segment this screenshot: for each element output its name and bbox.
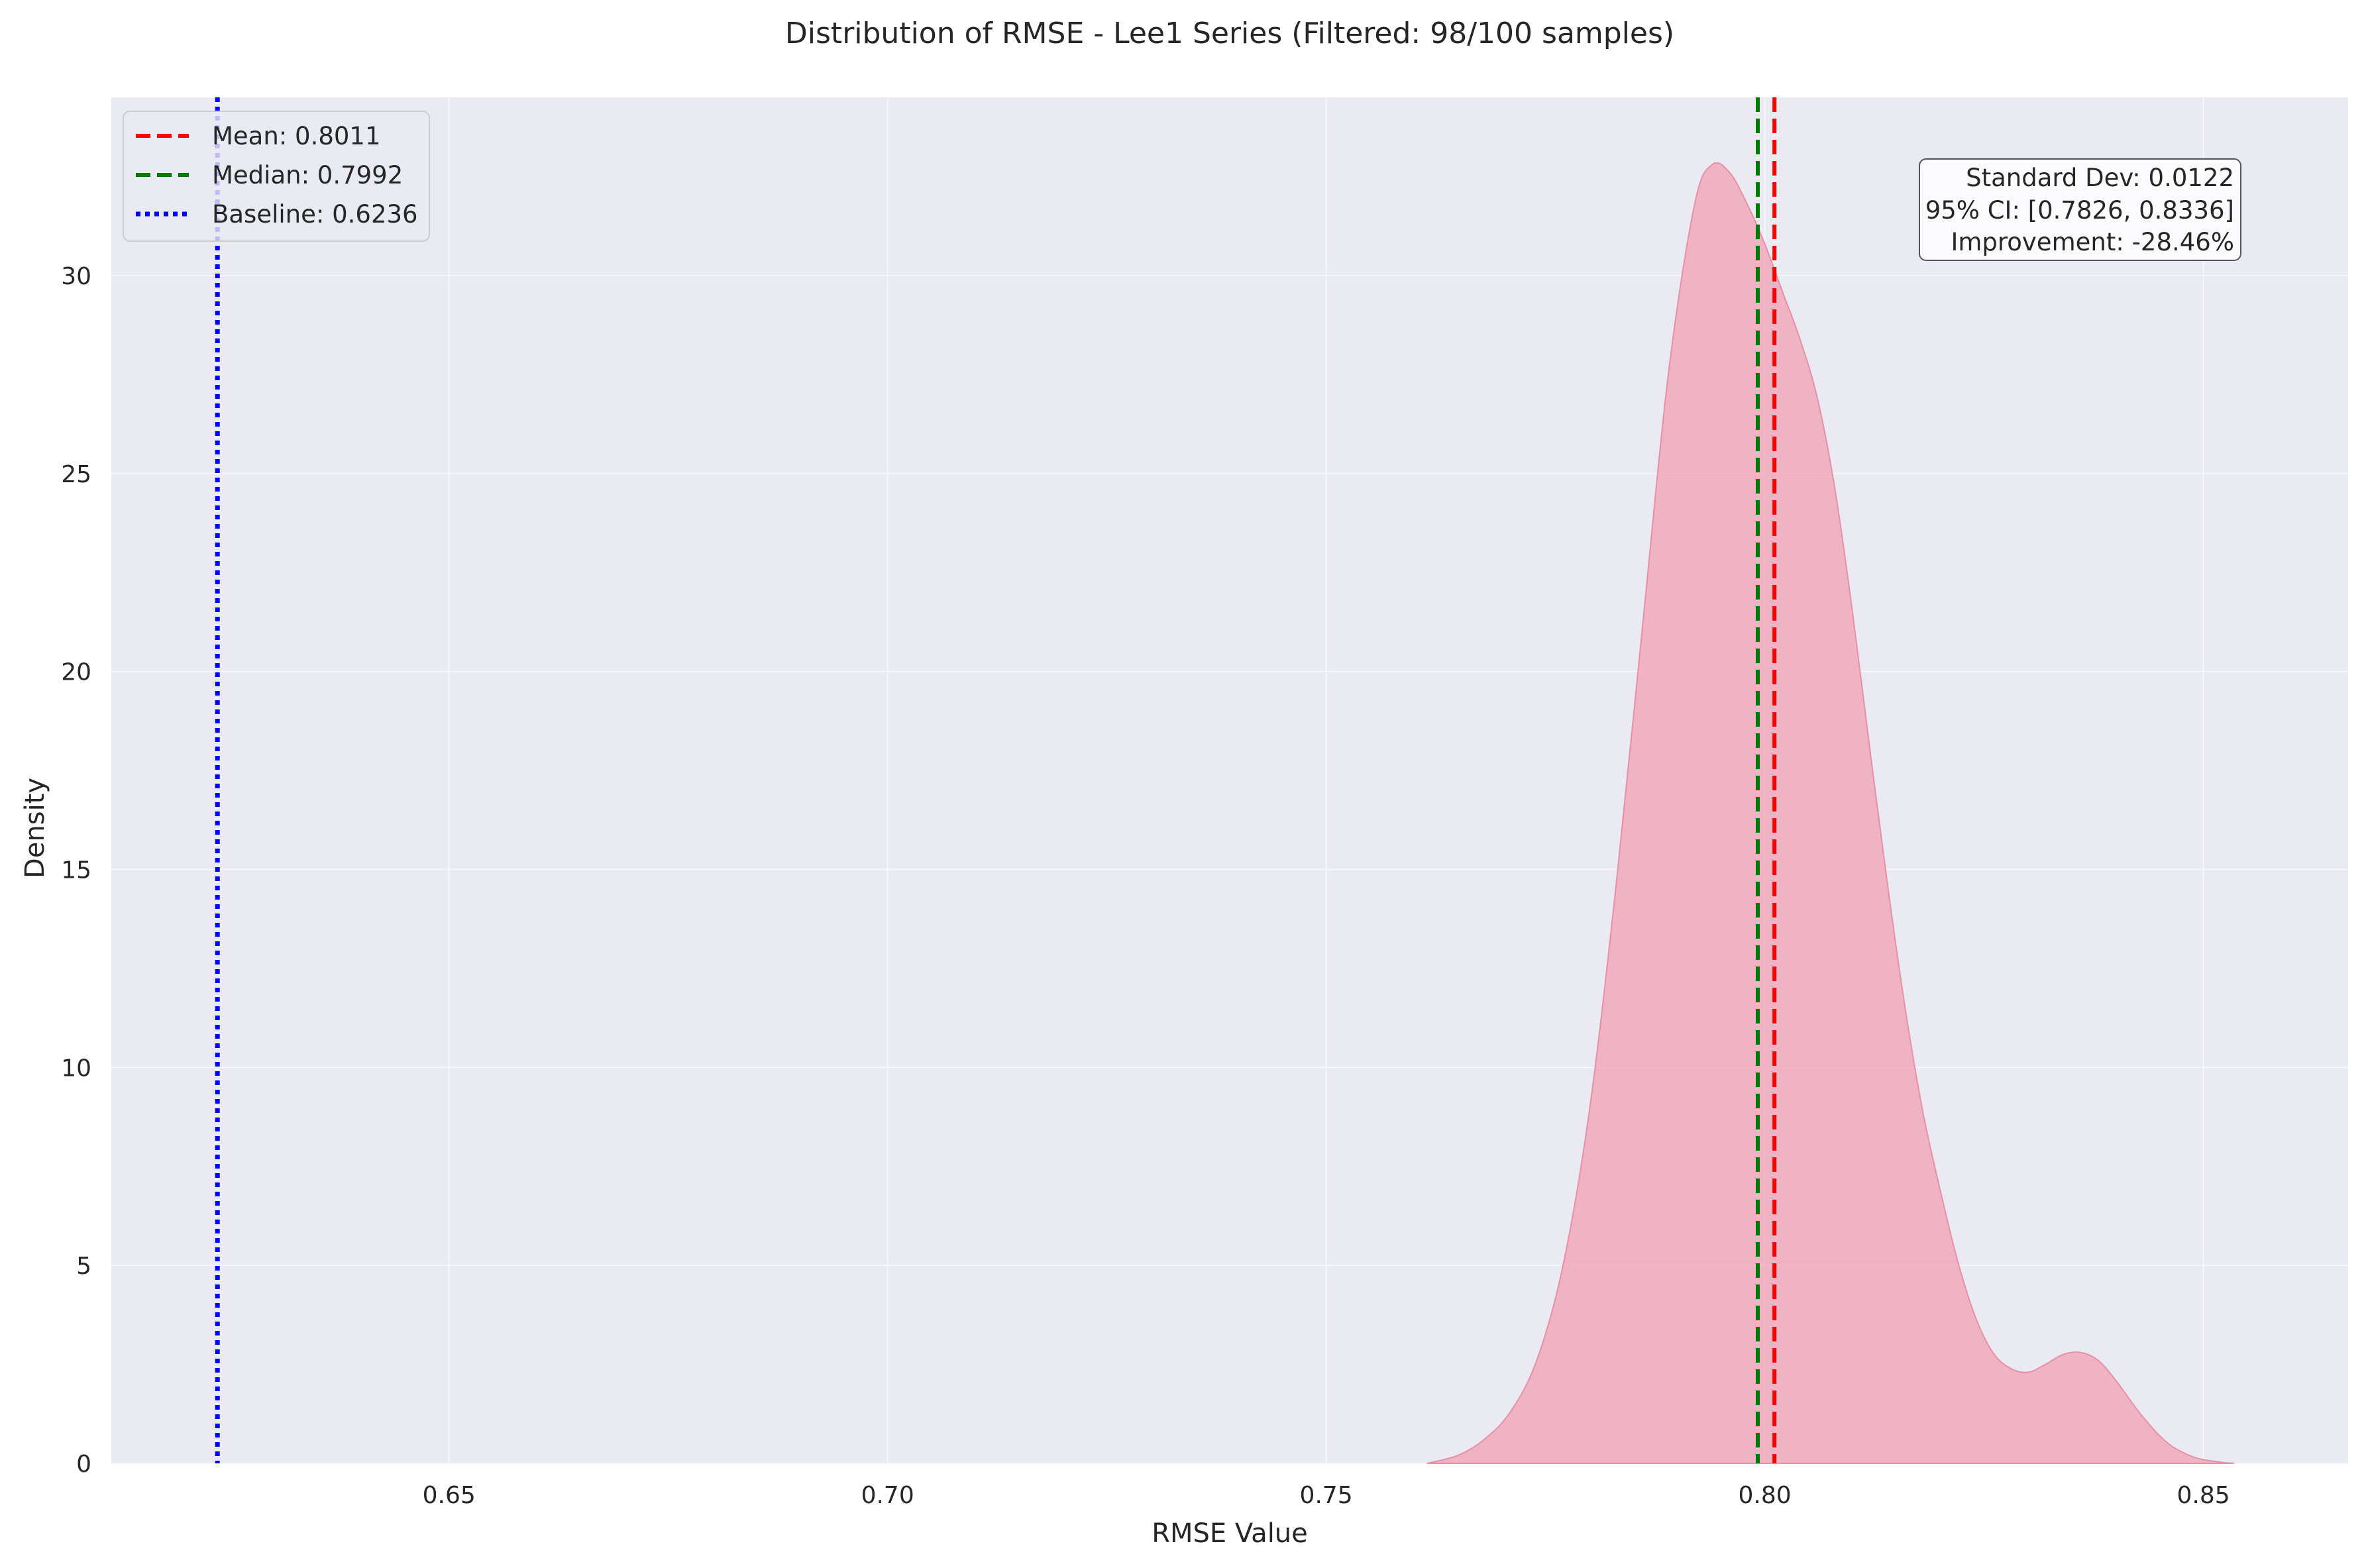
y-tick-label: 0 xyxy=(76,1451,91,1478)
y-tick-label: 30 xyxy=(61,263,91,290)
density-area-layer xyxy=(1426,162,2234,1464)
y-tick-label: 15 xyxy=(61,857,91,884)
x-axis-label: RMSE Value xyxy=(1152,1518,1308,1549)
grid xyxy=(111,97,2348,1464)
y-tick-label: 10 xyxy=(61,1055,91,1082)
legend-label-baseline: Baseline: 0.6236 xyxy=(212,200,418,229)
x-tick-label: 0.75 xyxy=(1300,1482,1353,1509)
x-tick-label: 0.80 xyxy=(1739,1482,1792,1509)
reference-lines xyxy=(215,97,1777,1463)
tick-labels: 0.65 0.70 0.75 0.80 0.85 0 5 10 15 20 25 30 xyxy=(61,263,2230,1509)
y-tick-label: 5 xyxy=(76,1253,91,1280)
density-area xyxy=(1426,162,2234,1464)
stats-std-dev: Standard Dev: 0.0122 xyxy=(1966,164,2234,192)
stats-improvement: Improvement: -28.46% xyxy=(1951,228,2234,256)
stats-box-frame xyxy=(1919,158,2241,261)
chart-title: Distribution of RMSE - Lee1 Series (Filt… xyxy=(785,17,1674,50)
y-axis-label: Density xyxy=(20,778,50,878)
plot-area xyxy=(111,97,2348,1463)
x-tick-label: 0.85 xyxy=(2177,1482,2230,1509)
legend: Mean: 0.8011 Median: 0.7992 Baseline: 0.… xyxy=(123,111,430,242)
y-tick-label: 25 xyxy=(61,461,91,488)
x-tick-label: 0.65 xyxy=(423,1482,476,1509)
stats-confidence-interval: 95% CI: [0.7826, 0.8336] xyxy=(1925,196,2234,225)
x-tick-label: 0.70 xyxy=(861,1482,914,1509)
legend-label-median: Median: 0.7992 xyxy=(212,161,403,189)
legend-label-mean: Mean: 0.8011 xyxy=(212,122,381,150)
stats-box: Standard Dev: 0.0122 95% CI: [0.7826, 0.… xyxy=(1919,158,2241,261)
legend-frame xyxy=(123,111,430,242)
y-tick-label: 20 xyxy=(61,659,91,686)
